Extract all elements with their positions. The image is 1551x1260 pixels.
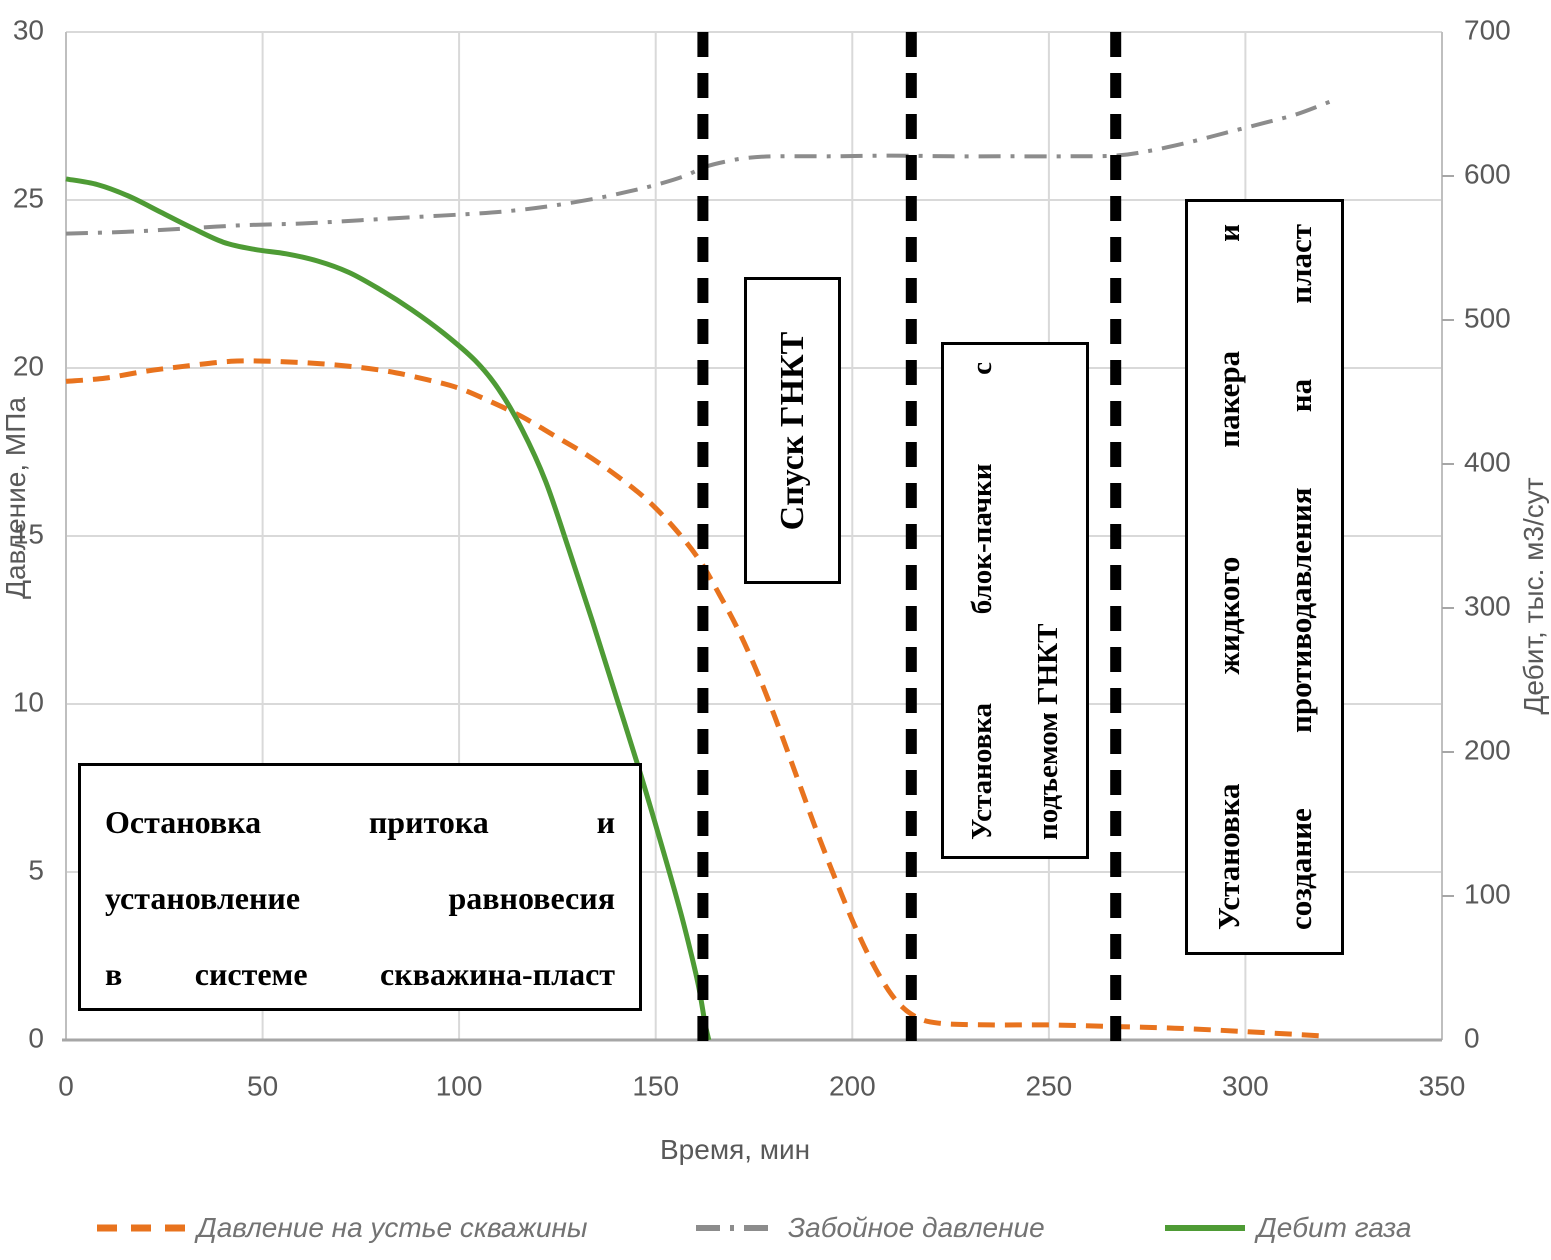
y-left-tick-label: 25 [13,182,44,213]
legend-label: Дебит газа [1257,1212,1412,1243]
y-right-axis-title: Дебит, тыс. м3/сут [1518,477,1549,715]
y-left-tick-label: 0 [28,1022,44,1053]
annotation-box-shutin: Остановка притока и установление равнове… [78,763,642,1011]
series-line-2 [65,176,712,1041]
y-right-tick-label: 400 [1464,446,1511,477]
y-right-tick-label: 600 [1464,158,1511,189]
y-right-tick-label: 700 [1464,14,1511,45]
y-right-tick-label: 300 [1464,590,1511,621]
x-tick-label: 250 [1026,1070,1073,1101]
legend-swatch-solid-line [1165,1225,1245,1231]
x-tick-label: 300 [1222,1070,1269,1101]
y-left-tick-label: 15 [13,518,44,549]
y-left-tick-label: 20 [13,350,44,381]
y-left-tick-label: 30 [13,14,44,45]
annotation-box-liquid-packer: Установка жидкого пакера и создание прот… [1185,199,1344,955]
legend-label: Давление на устье скважины [197,1212,588,1243]
annotation-line: подъемом ГНКТ [1032,622,1064,840]
legend-label: Забойное давление [788,1212,1045,1243]
annotation-line: Остановка притока и [105,804,615,840]
x-tick-label: 150 [632,1070,679,1101]
legend-item-wellhead-pressure: Давление на устье скважины [95,1208,587,1248]
x-tick-label: 350 [1419,1070,1466,1101]
x-tick-label: 50 [247,1070,278,1101]
y-right-tick-label: 200 [1464,734,1511,765]
series-line-0 [65,358,1325,1039]
legend-swatch-dashdot-line [696,1225,776,1231]
x-tick-label: 200 [829,1070,876,1101]
annotation-line: создание противодавления на пласт [1282,224,1318,930]
x-axis-title: Время, мин [660,1134,811,1165]
legend-item-gas-rate: Дебит газа [1163,1208,1411,1248]
y-left-tick-label: 5 [28,854,44,885]
x-tick-label: 100 [436,1070,483,1101]
annotation-box-block-pack: Установка блок-пачки с подъемом ГНКТ [941,342,1089,859]
y-right-tick-label: 0 [1464,1022,1480,1053]
y-right-tick-label: 100 [1464,878,1511,909]
annotation-line: Установка жидкого пакера и [1210,224,1246,930]
legend-item-bottomhole-pressure: Забойное давление [694,1208,1045,1248]
annotation-line: установление равновесия [105,880,615,916]
y-left-axis-title: Давление, МПа [0,397,31,599]
annotation-line: Установка блок-пачки с [966,361,998,840]
annotation-line: в системе скважина-пласт [105,956,615,992]
series-line-1 [65,99,1333,236]
legend-swatch-dashed-line [97,1224,185,1232]
x-tick-label: 0 [58,1070,74,1101]
annotation-box-rih-coiled-tubing: Спуск ГНКТ [744,277,841,584]
y-right-tick-label: 500 [1464,302,1511,333]
annotation-line: Спуск ГНКТ [773,331,811,530]
y-left-tick-label: 10 [13,686,44,717]
